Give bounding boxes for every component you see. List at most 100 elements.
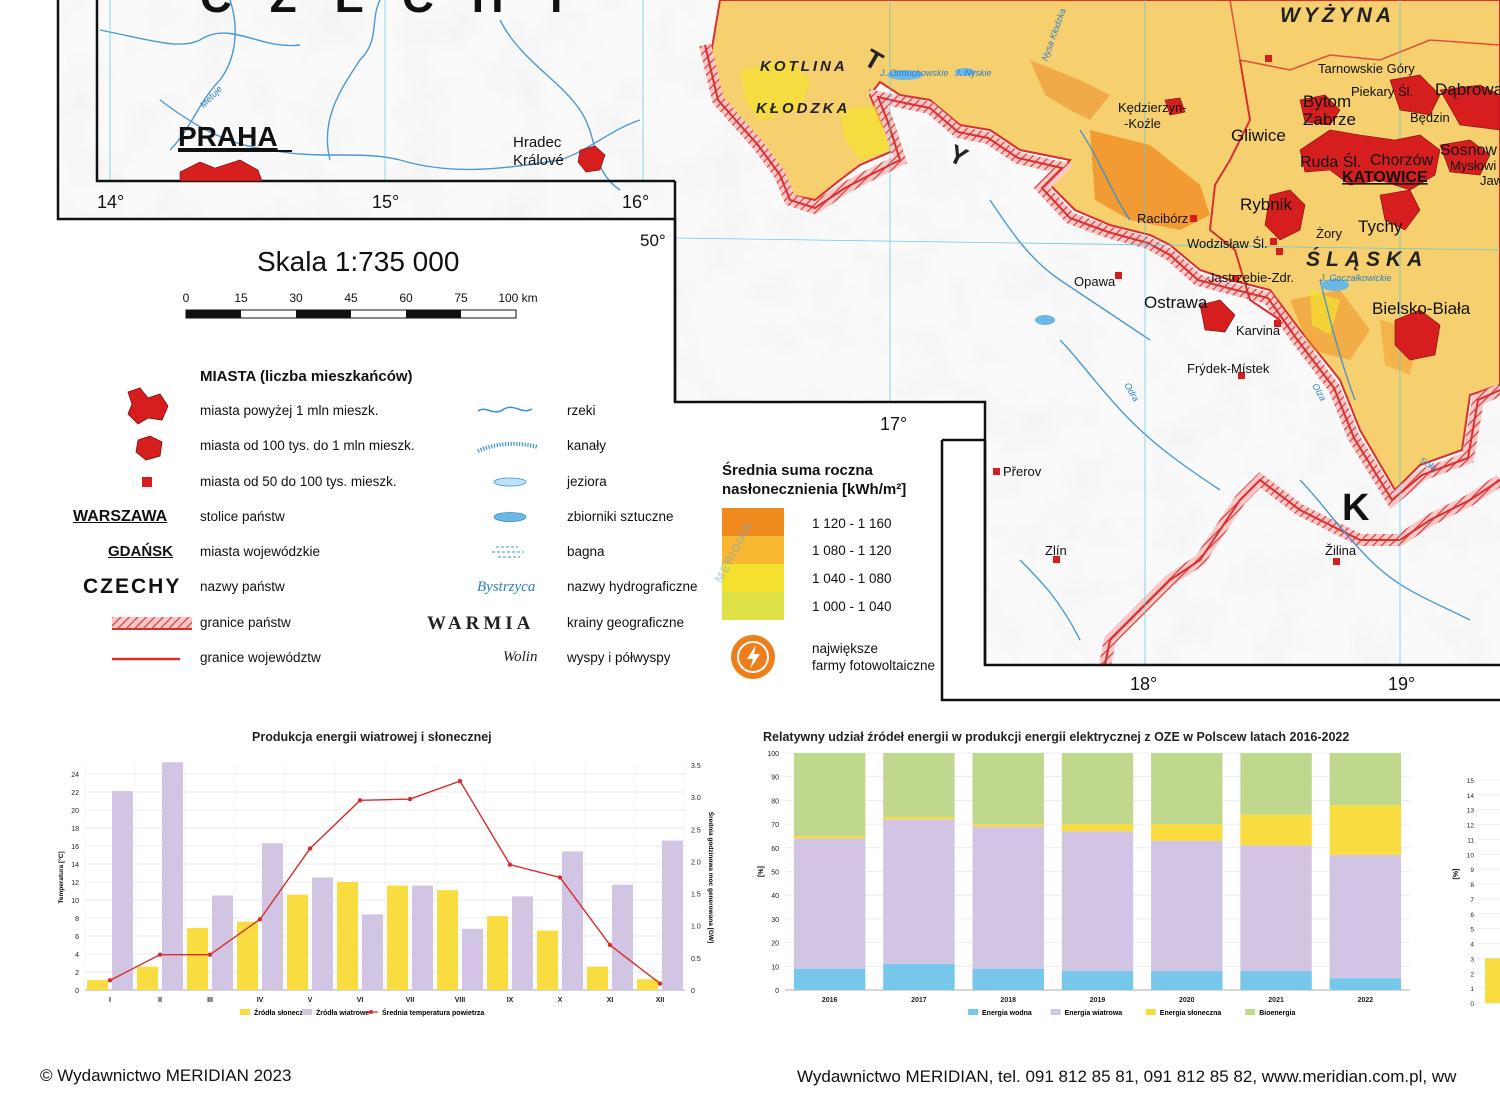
region-label-klodzka: KŁODZKA <box>756 100 850 117</box>
coord-17: 17° <box>880 414 907 434</box>
y-tick-label: 10 <box>71 898 79 905</box>
x-tick-label: V <box>308 997 313 1004</box>
legend-swatch <box>1050 1009 1061 1015</box>
y2-tick-label: 3.5 <box>691 763 701 770</box>
bar-wind <box>262 843 283 990</box>
bar-solar <box>287 894 308 990</box>
legend-right-symbols <box>477 406 539 558</box>
sample-gdansk: GDAŃSK <box>108 543 174 560</box>
chart-wind-solar: 02468101214161820222400.51.01.52.02.53.0… <box>57 762 715 1017</box>
y-tick-label: 20 <box>771 941 779 948</box>
bar-solar <box>537 930 558 990</box>
city-label-tarnowskie: Tarnowskie Góry <box>1318 61 1415 76</box>
coord-50: 50° <box>640 231 666 250</box>
legend-label-reservoirs: zbiorniki sztuczne <box>567 509 674 524</box>
point-temperature <box>107 978 113 983</box>
insolation-title-2: nasłonecznienia [kWh/m²] <box>722 481 907 498</box>
legend-swatch <box>1245 1009 1256 1015</box>
x-tick-label: 2016 <box>822 997 838 1004</box>
bar-segment <box>1240 971 1312 990</box>
point-temperature <box>657 981 663 986</box>
country-label-k: K <box>1342 487 1370 529</box>
y-tick-label: 40 <box>771 893 779 900</box>
x-tick-label: IV <box>257 997 264 1004</box>
x-tick-label: 2019 <box>1090 997 1106 1004</box>
bar-segment <box>793 838 866 969</box>
legend-swatch <box>1145 1009 1156 1015</box>
x-tick-label: XII <box>656 997 665 1004</box>
cities-header: MIASTA (liczba mieszkańców) <box>200 368 413 385</box>
bar-segment <box>793 835 866 839</box>
y2-tick-label: 2.0 <box>691 859 701 866</box>
reservoir-symbol <box>493 512 527 522</box>
y-tick-label: 24 <box>71 772 79 779</box>
bar-solar <box>137 966 158 990</box>
legend-label-50k: miasta od 50 do 100 tys. mieszk. <box>200 474 397 489</box>
city-label-bytom: Bytom <box>1303 92 1351 111</box>
scale-tick-label: 100 km <box>498 291 537 305</box>
line-temperature <box>109 780 661 985</box>
y-tick-label: 10 <box>1467 852 1475 859</box>
bar-segment <box>883 816 955 820</box>
y-tick-label: 5 <box>1470 927 1474 934</box>
x-tick-label: I <box>109 997 111 1004</box>
bar-segment <box>1329 978 1402 990</box>
legend-label-voivodeship-cities: miasta wojewódzkie <box>200 544 321 559</box>
city-1mln-symbol <box>127 387 169 425</box>
bar-solar <box>487 916 508 990</box>
city-50k-symbol <box>142 477 152 487</box>
insolation-swatches <box>722 508 784 620</box>
pv-label-2: farmy fotowoltaiczne <box>812 658 936 673</box>
y-tick-label: 70 <box>771 822 779 829</box>
legend-label-100k: miasta od 100 tys. do 1 mln mieszk. <box>200 438 415 453</box>
city-label-gliwice: Gliwice <box>1231 126 1286 145</box>
water-label-otmuchowskie: J. Otmuchowskie <box>879 68 949 78</box>
y-tick-label: 11 <box>1467 837 1474 844</box>
legend-label: Bioenergia <box>1259 1010 1295 1017</box>
coord-16: 16° <box>622 192 649 212</box>
legend-label-regions: krainy geograficzne <box>567 615 685 630</box>
bar-segment <box>1240 753 1312 815</box>
city-label-rybnik: Rybnik <box>1240 195 1292 214</box>
y2-tick-label: 1.0 <box>691 924 701 931</box>
city-label-hradec: Hradec <box>513 134 562 151</box>
y-axis-label: Temperatura [°C] <box>57 851 65 903</box>
scale-tick-label: 15 <box>234 291 248 305</box>
city-label-karvina: Karvina <box>1236 323 1281 338</box>
y2-tick-label: 1.5 <box>691 892 701 899</box>
y-tick-label: 100 <box>767 751 779 758</box>
x-tick-label: 2021 <box>1268 997 1284 1004</box>
chart-oze-share: 0 10 20 30 40 50 60 70 80 90 100 2016 2017 2018 2019 20… <box>758 751 1410 1017</box>
y-tick-label: 12 <box>1467 823 1475 830</box>
point-temperature <box>507 862 513 867</box>
pv-farm-icon <box>731 635 775 679</box>
x-tick-label: 2017 <box>911 997 927 1004</box>
region-label-slaska: ŚLĄSKA <box>1306 247 1428 271</box>
bar-solar <box>337 882 358 990</box>
scale-tick-label: 60 <box>399 291 413 305</box>
legend-label-1mln: miasta powyżej 1 mln mieszk. <box>200 403 379 418</box>
y-tick-label: 2 <box>75 970 79 977</box>
insolation-swatch-4 <box>722 592 784 620</box>
y-tick-label: 16 <box>71 844 79 851</box>
city-label-ruda: Ruda Śl. <box>1300 152 1361 171</box>
city-label-wodzislaw: Wodzisław Śl. <box>1187 236 1268 251</box>
x-tick-label: 2020 <box>1179 997 1195 1004</box>
y2-tick-label: 0.5 <box>691 956 701 963</box>
y-tick-label: 15 <box>1467 778 1475 785</box>
sample-czechy: CZECHY <box>83 575 182 598</box>
point-temperature <box>357 798 363 803</box>
insolation-label-4: 1 000 - 1 040 <box>812 599 892 614</box>
y-tick-label: 50 <box>771 870 779 877</box>
legend-label: Źródła wiatrowe <box>316 1008 369 1017</box>
bar-segment <box>883 963 955 990</box>
y2-tick-label: 0 <box>691 988 695 995</box>
point-temperature <box>207 952 213 957</box>
y-tick-label: 30 <box>771 917 779 924</box>
bar-segment <box>1061 824 1134 832</box>
city-label-frydek: Frýdek-Místek <box>1187 361 1270 376</box>
swamp-symbol <box>492 546 524 558</box>
sample-bystrzyca: Bystrzyca <box>477 579 536 595</box>
city-label-kedzierzyn: Kędzierzyn- <box>1118 100 1187 115</box>
footer-copyright: © Wydawnictwo MERIDIAN 2023 <box>40 1066 292 1085</box>
